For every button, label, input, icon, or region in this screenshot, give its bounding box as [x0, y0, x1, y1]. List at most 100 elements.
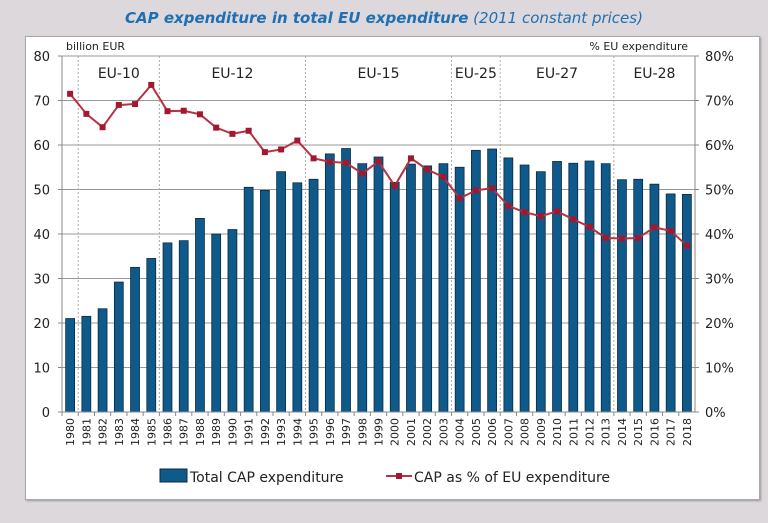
bar: [308, 178, 319, 413]
x-tick-label: 1997: [340, 418, 353, 446]
bar: [146, 258, 157, 413]
era-label: EU-15: [358, 66, 400, 82]
x-tick-label: 2014: [616, 418, 629, 446]
bar: [81, 315, 92, 413]
bar: [357, 163, 368, 413]
line-point: [164, 108, 171, 115]
x-tick-label: 2018: [681, 418, 694, 446]
title-main: CAP expenditure in total EU expenditure: [125, 9, 469, 27]
x-tick-label: 1984: [129, 418, 142, 446]
line-point: [67, 90, 74, 97]
bar: [292, 182, 303, 413]
x-tick-label: 1985: [145, 418, 158, 446]
x-tick-label: 1987: [178, 418, 191, 446]
y-tick-label-right: 0%: [705, 406, 726, 421]
bar: [584, 160, 595, 413]
era-label: EU-25: [455, 66, 497, 82]
x-tick-label: 2013: [600, 418, 613, 446]
era-label: EU-12: [211, 66, 253, 82]
line-point: [651, 224, 658, 231]
bar: [552, 161, 562, 413]
bar: [406, 163, 416, 413]
legend-swatch-bar: [159, 468, 188, 483]
line-point: [586, 223, 593, 230]
era-label: EU-27: [536, 66, 578, 82]
x-tick-label: 2010: [551, 418, 564, 446]
line-point: [407, 155, 414, 162]
bar: [260, 189, 270, 413]
bar: [503, 157, 514, 413]
bar: [568, 162, 579, 413]
bar: [665, 193, 676, 413]
bar: [178, 240, 189, 413]
line-point: [229, 130, 236, 137]
line-point: [213, 124, 220, 131]
y-tick-label-right: 80%: [705, 50, 734, 65]
line-point: [148, 81, 155, 88]
x-tick-label: 1983: [113, 418, 126, 446]
bar: [682, 193, 692, 413]
y-tick-label-left: 10: [33, 362, 50, 377]
line-point: [245, 127, 252, 134]
x-tick-label: 2007: [502, 418, 515, 446]
bar: [649, 183, 660, 413]
x-tick-label: 1998: [356, 418, 369, 446]
line-point: [310, 155, 317, 162]
line-point: [343, 159, 350, 166]
bar: [324, 153, 335, 413]
bar: [113, 281, 124, 413]
y-tick-label-left: 70: [33, 95, 50, 110]
title-subtitle: (2011 constant prices): [473, 9, 643, 27]
y-axis-label-right: % EU expenditure: [589, 40, 688, 53]
line-point: [440, 174, 447, 181]
line-point: [456, 195, 463, 202]
bar: [97, 308, 108, 413]
line-point: [618, 235, 625, 242]
legend-label-bar: Total CAP expenditure: [189, 470, 344, 486]
x-tick-label: 1993: [275, 418, 288, 446]
legend-label-line: CAP as % of EU expenditure: [414, 470, 610, 486]
line-point: [570, 216, 577, 223]
bar: [519, 164, 530, 413]
x-tick-label: 2001: [405, 418, 418, 446]
x-tick-label: 1990: [226, 418, 239, 446]
line-point: [83, 110, 90, 117]
era-label: EU-10: [98, 66, 140, 82]
x-tick-label: 2017: [665, 418, 678, 446]
y-tick-label-left: 40: [33, 228, 50, 243]
y-tick-label-right: 30%: [705, 273, 734, 288]
x-tick-label: 2012: [584, 418, 597, 446]
x-tick-label: 1988: [194, 418, 207, 446]
y-tick-label-left: 0: [42, 406, 50, 421]
y-tick-label-right: 60%: [705, 139, 734, 154]
bar: [535, 171, 546, 413]
line-point: [115, 101, 122, 108]
bar: [341, 148, 351, 413]
y-tick-label-left: 30: [33, 273, 50, 288]
line-point: [554, 208, 561, 215]
y-tick-label-left: 20: [33, 317, 50, 332]
x-tick-label: 2009: [535, 418, 548, 446]
line-point: [424, 166, 431, 173]
x-tick-label: 1989: [210, 418, 223, 446]
x-tick-label: 2015: [632, 418, 645, 446]
line-point: [180, 107, 187, 114]
bar: [600, 163, 611, 413]
y-tick-label-left: 50: [33, 184, 50, 199]
x-tick-label: 2008: [519, 418, 532, 446]
line-point: [602, 235, 609, 242]
x-tick-label: 2000: [389, 418, 402, 446]
bar: [373, 156, 384, 413]
line-point: [278, 146, 285, 153]
y-tick-label-left: 60: [33, 139, 50, 154]
bar: [195, 218, 205, 413]
line-point: [521, 209, 528, 216]
x-tick-label: 1995: [308, 418, 321, 446]
y-tick-label-right: 50%: [705, 184, 734, 199]
x-tick-label: 1996: [324, 418, 337, 446]
bar: [438, 163, 449, 413]
line-point: [472, 187, 479, 194]
era-label: EU-28: [633, 66, 675, 82]
bar: [276, 171, 286, 413]
